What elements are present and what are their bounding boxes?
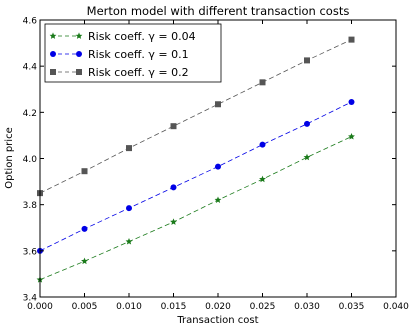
data-point-1-7 (348, 98, 355, 105)
data-point-2-6 (304, 57, 310, 64)
y-tick-label: 3.4 (23, 294, 38, 304)
x-tick-label: 0.005 (72, 302, 98, 312)
data-point-0-5 (259, 175, 266, 183)
series-line-0 (39, 136, 352, 281)
data-point-0-6 (303, 153, 311, 161)
data-point-0-7 (348, 132, 355, 140)
data-point-0-1 (81, 257, 88, 265)
y-axis-label: Option price (4, 127, 15, 188)
y-axis: 3.4 3.6 3.8 4.0 4.2 4.4 4.6 (23, 17, 396, 304)
x-tick-label: 0.000 (27, 302, 53, 312)
data-point-2-5 (259, 79, 266, 86)
data-point-2-3 (170, 123, 177, 130)
legend-label-1: Risk coeff. γ = 0.1 (88, 48, 189, 61)
x-tick-label: 0.035 (339, 302, 365, 312)
data-point-0-3 (170, 218, 177, 225)
y-tick-label: 4.4 (23, 63, 38, 73)
data-point-1-5 (259, 141, 266, 148)
data-point-1-2 (126, 205, 132, 212)
legend-marker-1-a (50, 51, 56, 57)
legend-marker-0-a (49, 32, 57, 39)
y-tick-label: 3.6 (23, 247, 38, 257)
x-tick-label: 0.015 (161, 302, 187, 312)
x-axis: 0.000 0.005 0.010 0.015 0.020 0.025 0.030 0.035… (27, 20, 409, 312)
chart-title: Merton model with different transaction … (87, 4, 350, 18)
legend: Risk coeff. γ = 0.04 Risk coeff. γ = 0.1 R… (44, 23, 222, 83)
series-line-2 (39, 39, 352, 194)
x-tick-label: 0.030 (294, 302, 320, 312)
legend-marker-1-b (76, 51, 82, 57)
data-point-2-7 (348, 36, 355, 43)
plot-area (36, 36, 355, 283)
legend-marker-2-a (50, 69, 56, 75)
data-point-2-1 (81, 168, 88, 175)
data-point-2-4 (215, 101, 221, 108)
legend-marker-0-b (75, 32, 83, 39)
data-point-0-4 (214, 196, 222, 203)
x-axis-label: Transaction cost (176, 315, 258, 325)
legend-label-0: Risk coeff. γ = 0.04 (88, 30, 196, 43)
data-point-0-2 (125, 238, 133, 245)
legend-label-2: Risk coeff. γ = 0.2 (88, 66, 189, 79)
x-tick-label: 0.020 (205, 302, 231, 312)
y-tick-label: 4.6 (23, 17, 38, 27)
data-point-1-6 (304, 120, 310, 127)
x-tick-label: 0.010 (116, 302, 142, 312)
data-point-1-1 (81, 225, 88, 232)
x-tick-label: 0.040 (383, 302, 409, 312)
data-point-2-2 (126, 145, 132, 152)
series-line-1 (39, 101, 352, 252)
data-point-1-4 (215, 163, 221, 170)
y-tick-label: 4.2 (23, 109, 37, 119)
y-tick-label: 4.0 (23, 155, 38, 165)
y-tick-label: 3.8 (23, 201, 38, 211)
x-tick-label: 0.025 (250, 302, 276, 312)
data-point-1-3 (170, 184, 177, 191)
legend-marker-2-b (76, 69, 82, 75)
